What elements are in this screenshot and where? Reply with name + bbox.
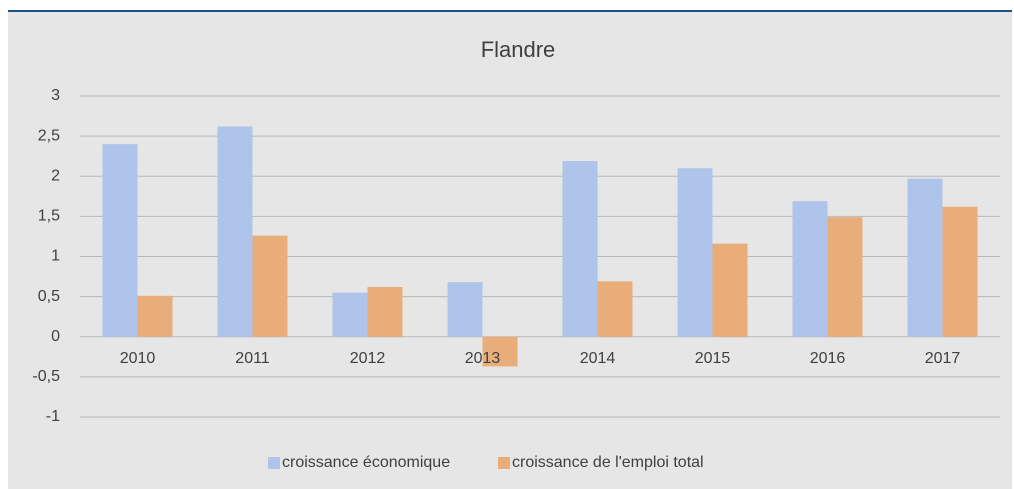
y-tick-label: 0 — [51, 328, 60, 345]
y-tick-label: -0,5 — [32, 368, 60, 385]
x-tick-label: 2010 — [120, 350, 156, 367]
bar — [597, 281, 633, 337]
x-tick-label: 2013 — [465, 350, 501, 367]
bar — [447, 282, 483, 337]
bar — [712, 243, 748, 337]
x-tick-label: 2014 — [580, 350, 616, 367]
y-tick-label: 0,5 — [38, 288, 60, 305]
bar — [367, 286, 403, 337]
bar — [332, 292, 368, 337]
y-tick-label: 2 — [51, 167, 60, 184]
x-tick-label: 2015 — [695, 350, 731, 367]
bar — [252, 235, 288, 337]
bar — [217, 126, 253, 337]
y-tick-label: 3 — [51, 87, 60, 104]
y-tick-label: -1 — [46, 408, 60, 425]
x-tick-label: 2011 — [235, 350, 270, 367]
x-tick-label: 2017 — [925, 350, 961, 367]
bar — [942, 206, 978, 337]
y-tick-label: 1,5 — [38, 208, 60, 225]
bar — [907, 178, 943, 337]
bar — [482, 336, 518, 367]
bar — [102, 144, 138, 337]
x-tick-label: 2012 — [350, 350, 386, 367]
legend-label: croissance économique — [282, 454, 450, 471]
bar — [827, 217, 863, 337]
y-tick-label: 2,5 — [38, 127, 60, 144]
x-tick-label: 2016 — [810, 350, 846, 367]
bar — [677, 168, 713, 337]
legend-label: croissance de l'emploi total — [512, 454, 704, 471]
top-border — [8, 10, 1012, 12]
legend-swatch — [498, 457, 510, 469]
legend-swatch — [268, 457, 280, 469]
chart-title: Flandre — [481, 37, 556, 62]
bar — [137, 295, 173, 337]
bar — [562, 161, 598, 337]
bar — [792, 201, 828, 337]
y-tick-label: 1 — [51, 248, 60, 265]
